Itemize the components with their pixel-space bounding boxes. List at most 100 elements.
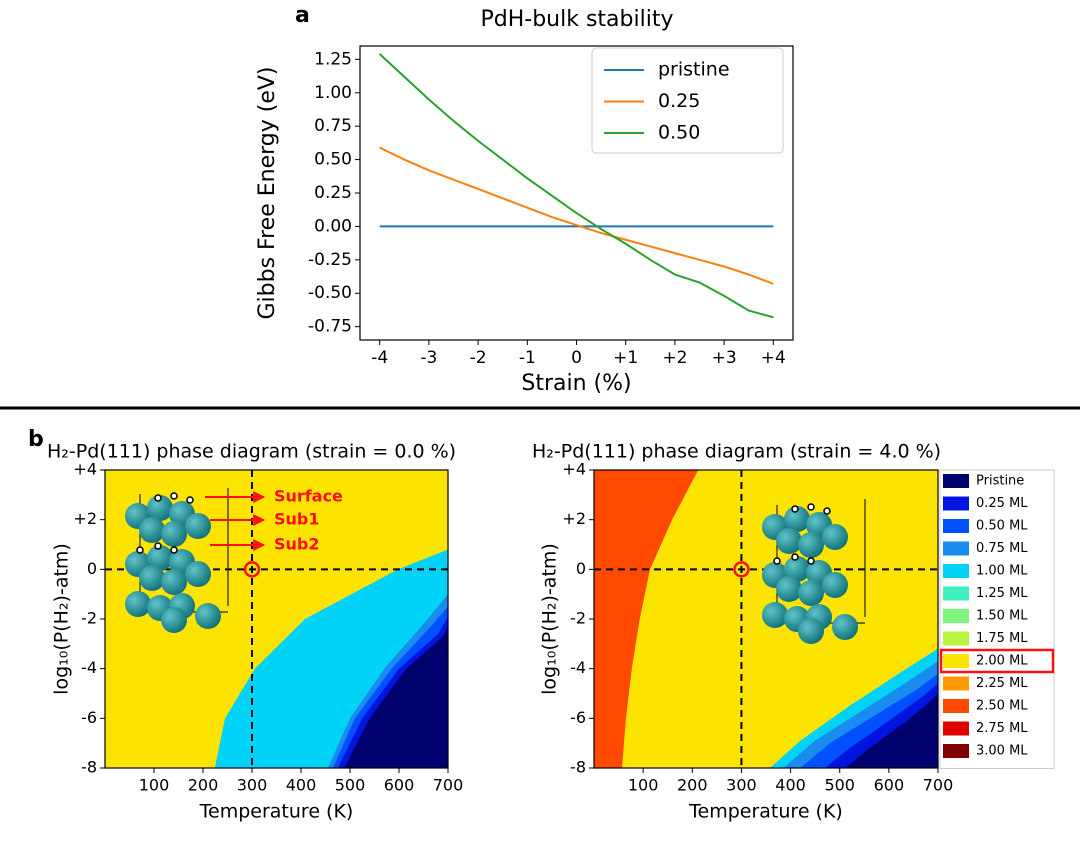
y-axis-label: log₁₀(P(H₂)-atm) xyxy=(51,543,73,695)
x-tick-label: 700 xyxy=(433,776,464,795)
y-tick-label: -2 xyxy=(81,609,97,628)
legend-label: 0.50 ML xyxy=(976,519,1028,534)
legend-label: Pristine xyxy=(976,474,1024,489)
y-tick-label: -0.75 xyxy=(308,317,352,337)
structure-inset xyxy=(125,488,229,633)
y-tick-label: 0 xyxy=(576,559,586,578)
hydrogen xyxy=(807,557,815,565)
legend-label: 2.75 ML xyxy=(976,721,1028,736)
y-tick-label: -0.25 xyxy=(308,250,352,270)
legend-swatch xyxy=(943,676,969,691)
x-tick-label: 200 xyxy=(677,776,708,795)
x-tick-label: 0 xyxy=(571,348,582,368)
legend-swatch xyxy=(943,564,969,578)
hydrogen xyxy=(823,507,831,515)
condition-marker xyxy=(243,561,261,578)
legend-label: 2.50 ML xyxy=(976,699,1028,714)
atom xyxy=(139,565,165,591)
hydrogen xyxy=(136,546,144,554)
legend-swatch xyxy=(943,654,969,668)
x-tick-label: -2 xyxy=(470,348,487,368)
legend-label: 1.50 ML xyxy=(976,609,1028,624)
x-tick-label: 200 xyxy=(188,776,219,795)
x-tick-label: +1 xyxy=(613,348,638,368)
structure-inset xyxy=(762,499,866,644)
legend-swatch xyxy=(943,586,969,601)
annotation: Sub2 xyxy=(274,535,320,554)
y-tick-label: 1.25 xyxy=(314,49,352,69)
y-tick-label: +2 xyxy=(73,509,97,528)
atom xyxy=(762,602,788,628)
y-tick-label: -8 xyxy=(570,758,586,777)
atom xyxy=(832,614,858,640)
legend-swatch xyxy=(943,519,969,533)
phase-region xyxy=(845,693,938,768)
atom xyxy=(784,556,810,582)
y-tick-label: +4 xyxy=(562,460,586,479)
phase-region xyxy=(344,626,448,768)
atom xyxy=(798,580,824,606)
legend-swatch xyxy=(943,609,969,623)
atom xyxy=(798,618,824,644)
legend-swatch xyxy=(943,496,969,511)
y-tick-label: +4 xyxy=(73,460,97,479)
y-tick-label: 0.00 xyxy=(314,216,352,236)
y-tick-label: 1.00 xyxy=(314,83,352,103)
x-tick-label: -1 xyxy=(519,348,536,368)
atom xyxy=(798,532,824,558)
x-tick-label: -4 xyxy=(371,348,388,368)
annotation: Sub1 xyxy=(274,510,320,529)
panel-label: b xyxy=(28,427,44,452)
legend-label: 3.00 ML xyxy=(976,744,1028,759)
hydrogen xyxy=(186,496,194,504)
atom xyxy=(195,603,221,629)
atom xyxy=(776,528,802,554)
y-tick-label: -4 xyxy=(570,658,586,677)
legend-label: 0.50 xyxy=(658,122,700,144)
legend-swatch xyxy=(943,631,969,646)
x-axis-label: Temperature (K) xyxy=(688,801,843,823)
atom xyxy=(185,513,211,539)
legend-swatch xyxy=(943,744,969,758)
y-tick-label: +2 xyxy=(562,509,586,528)
hydrogen xyxy=(154,542,162,550)
atom xyxy=(125,591,151,617)
phase-region xyxy=(594,470,699,768)
atom xyxy=(161,521,187,547)
atom xyxy=(784,506,810,532)
atom xyxy=(147,545,173,571)
legend-label: 1.25 ML xyxy=(976,586,1028,601)
x-tick-label: +2 xyxy=(662,348,687,368)
y-tick-label: 0.50 xyxy=(314,150,352,170)
y-tick-label: -2 xyxy=(570,609,586,628)
hydrogen xyxy=(791,505,799,513)
y-axis-label: Gibbs Free Energy (eV) xyxy=(255,67,280,320)
legend-swatch xyxy=(943,474,969,488)
hydrogen xyxy=(773,557,781,565)
atom xyxy=(822,572,848,598)
y-tick-label: -8 xyxy=(81,758,97,777)
x-tick-label: 400 xyxy=(286,776,317,795)
x-tick-label: 700 xyxy=(923,776,954,795)
series-line xyxy=(379,53,774,319)
x-tick-label: 600 xyxy=(874,776,905,795)
legend-label: 2.25 ML xyxy=(976,676,1028,691)
legend-swatch xyxy=(943,541,969,556)
legend-box xyxy=(591,47,784,154)
hydrogen xyxy=(170,492,178,500)
atom xyxy=(139,517,165,543)
chart-title: H₂-Pd(111) phase diagram (strain = 4.0 %… xyxy=(532,441,941,463)
x-axis-label: Temperature (K) xyxy=(199,801,354,823)
series-line xyxy=(379,146,774,285)
atom xyxy=(161,569,187,595)
x-tick-label: 100 xyxy=(139,776,170,795)
x-tick-label: 400 xyxy=(775,776,806,795)
legend-label: 1.00 ML xyxy=(976,564,1028,579)
x-tick-label: 600 xyxy=(384,776,415,795)
legend-label: pristine xyxy=(658,59,730,81)
legend-label: 1.75 ML xyxy=(976,631,1028,646)
x-tick-label: 500 xyxy=(824,776,855,795)
condition-marker xyxy=(733,561,750,578)
atom xyxy=(822,524,848,550)
